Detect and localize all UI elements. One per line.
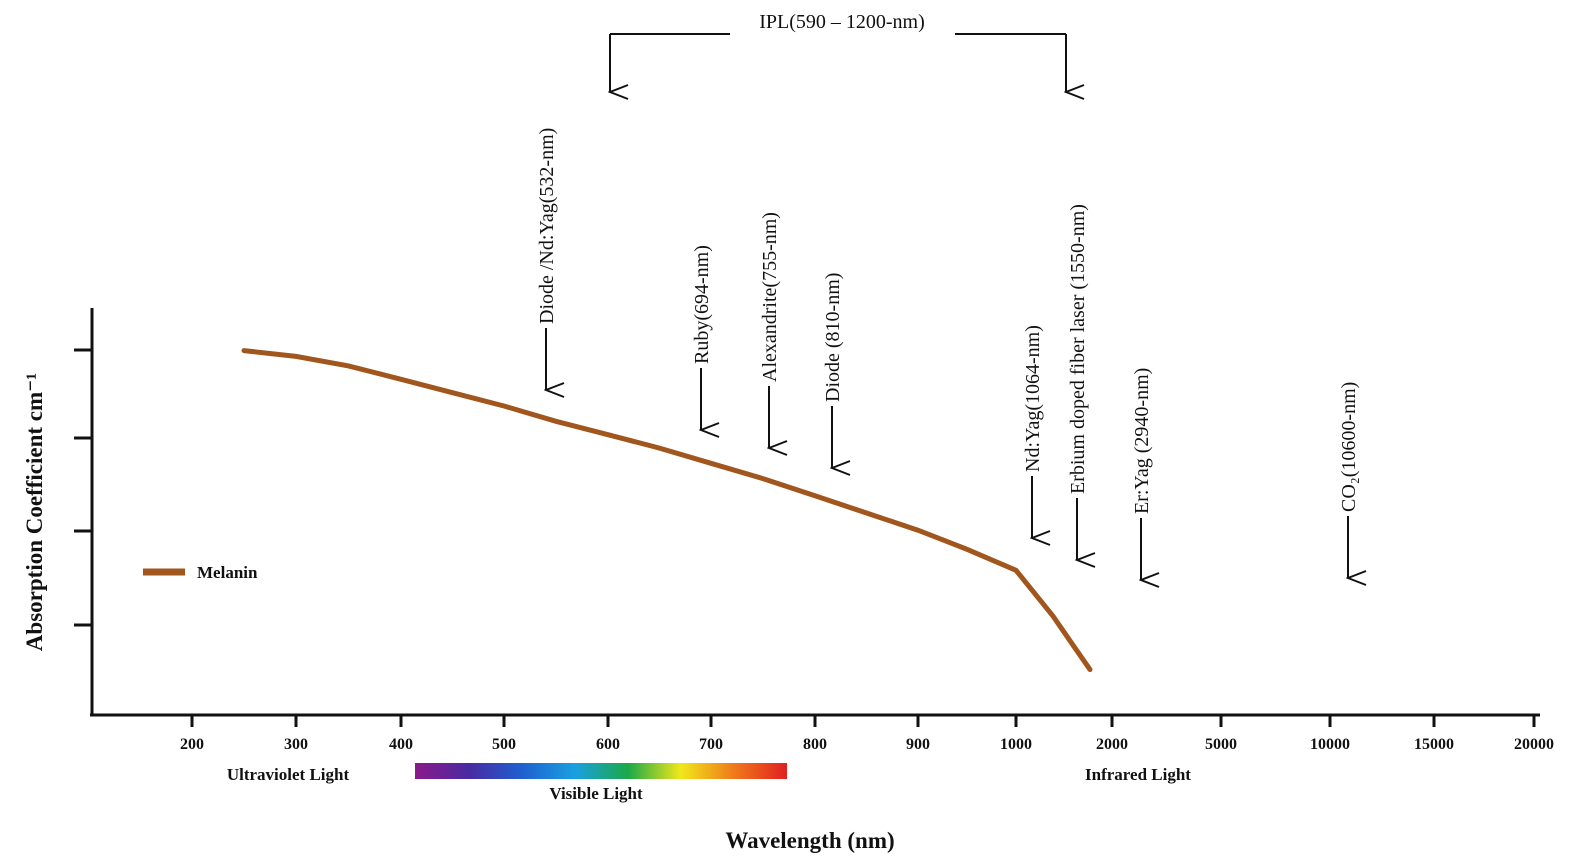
x-tick-label: 800 (803, 736, 827, 753)
region-label-infrared: Infrared Light (1085, 765, 1191, 784)
legend-label-melanin: Melanin (197, 563, 258, 582)
visible-spectrum-bar (415, 763, 787, 779)
laser-label: Er:Yag (2940-nm) (1131, 368, 1153, 514)
laser-label: CO₂(10600-nm) (1338, 382, 1360, 512)
ipl-range-label: IPL(590 – 1200-nm) (759, 11, 925, 33)
x-tick-label: 2000 (1096, 736, 1128, 753)
x-tick-label: 10000 (1310, 736, 1350, 753)
x-tick-label: 600 (596, 736, 620, 753)
region-label-ultraviolet: Ultraviolet Light (227, 765, 350, 784)
x-axis-title: Wavelength (nm) (725, 828, 894, 853)
laser-label: Nd:Yag(1064-nm) (1022, 325, 1044, 472)
region-label-visible: Visible Light (549, 784, 643, 803)
x-tick-label: 20000 (1514, 736, 1554, 753)
laser-label: Ruby(694-nm) (691, 245, 713, 364)
laser-label: Erbium doped fiber laser (1550-nm) (1067, 204, 1089, 494)
x-tick-label: 900 (906, 736, 930, 753)
x-tick-label: 1000 (1000, 736, 1032, 753)
laser-label: Diode /Nd:Yag(532-nm) (536, 128, 558, 324)
laser-annotation-group: Diode /Nd:Yag(532-nm) Ruby(694-nm) Alexand… (536, 128, 1360, 580)
x-tick-group: 200 300 400 500 600 700 800 900 1000 2000 5000 1000… (180, 715, 1554, 753)
x-tick-label: 400 (389, 736, 413, 753)
laser-label: Alexandrite(755-nm) (759, 212, 781, 382)
x-tick-label: 300 (284, 736, 308, 753)
laser-label: Diode (810-nm) (822, 273, 844, 402)
x-tick-label: 500 (492, 736, 516, 753)
x-tick-label: 700 (699, 736, 723, 753)
y-axis-title: Absorption Coefficient cm⁻¹ (22, 373, 47, 651)
ipl-label-bg (730, 8, 955, 36)
melanin-series-line (241, 348, 1093, 673)
x-tick-label: 200 (180, 736, 204, 753)
x-tick-label: 5000 (1205, 736, 1237, 753)
x-tick-label: 15000 (1414, 736, 1454, 753)
